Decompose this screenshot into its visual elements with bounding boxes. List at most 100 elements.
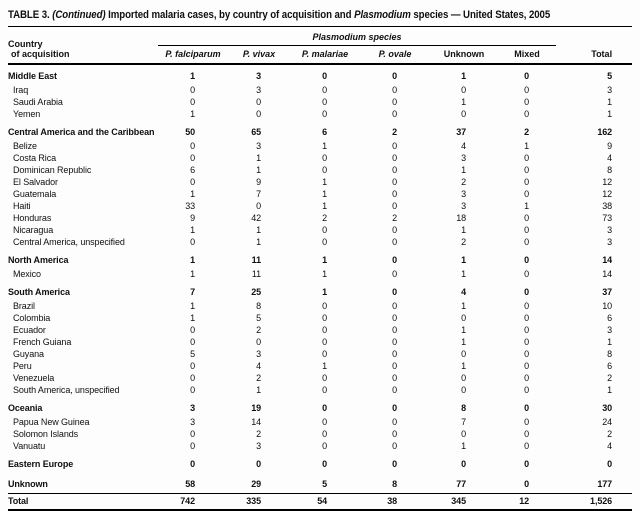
value-cell: 25 <box>251 287 261 298</box>
value-cell: 0 <box>392 97 397 108</box>
table-row: Saudi Arabia 0 0 0 0 1 0 1 <box>8 97 632 109</box>
table-row: Guyana 5 3 0 0 0 0 8 <box>8 349 632 361</box>
table-row: Middle East 1 3 0 0 1 0 5 <box>8 64 632 85</box>
country-cell: Nicaragua <box>13 225 54 236</box>
country-cell: Guyana <box>13 349 44 360</box>
value-cell: 0 <box>524 287 530 298</box>
value-cell: 0 <box>392 225 397 236</box>
country-cell: Solomon Islands <box>13 429 79 440</box>
country-cell: Colombia <box>13 313 51 324</box>
value-cell: 0 <box>322 385 327 396</box>
value-cell: 1 <box>322 141 327 152</box>
value-cell: 0 <box>392 403 397 414</box>
title-part-1: TABLE 3. <box>8 9 53 21</box>
value-cell: 0 <box>322 85 327 96</box>
country-cell: North America <box>8 255 69 266</box>
value-cell: 0 <box>392 301 397 312</box>
total-cell: 73 <box>602 213 613 224</box>
value-cell: 0 <box>524 441 530 452</box>
value-cell: 1 <box>190 225 195 236</box>
value-cell: 4 <box>461 141 466 152</box>
table-row: Mexico 1 11 1 0 1 0 14 <box>8 269 632 281</box>
value-cell: 3 <box>256 71 261 82</box>
value-cell: 1 <box>461 71 466 82</box>
value-cell: 1 <box>461 325 466 336</box>
total-cell: 0 <box>607 459 613 470</box>
column-header-country: Country of acquisition <box>8 28 158 64</box>
total-cell: 6 <box>607 361 613 372</box>
value-cell: 0 <box>322 349 327 360</box>
value-cell: 1 <box>256 225 261 236</box>
value-cell: 0 <box>256 459 261 470</box>
value-cell: 0 <box>524 403 530 414</box>
table-row: Ecuador 0 2 0 0 1 0 3 <box>8 325 632 337</box>
value-cell: 0 <box>524 109 530 120</box>
value-cell: 0 <box>524 85 530 96</box>
value-cell: 1 <box>190 269 195 280</box>
value-cell: 0 <box>392 313 397 324</box>
value-cell: 0 <box>392 269 397 280</box>
value-cell: 0 <box>322 71 327 82</box>
value-cell: 335 <box>246 495 261 506</box>
value-cell: 0 <box>392 337 397 348</box>
value-cell: 0 <box>524 337 530 348</box>
country-cell: Yemen <box>13 109 41 120</box>
total-cell: 4 <box>607 441 613 452</box>
value-cell: 9 <box>190 213 195 224</box>
value-cell: 3 <box>190 417 195 428</box>
country-cell: Costa Rica <box>13 153 57 164</box>
value-cell: 0 <box>392 85 397 96</box>
total-cell: 2 <box>607 373 613 384</box>
value-cell: 3 <box>256 441 261 452</box>
table-row: Vanuatu 0 3 0 0 1 0 4 <box>8 441 632 453</box>
value-cell: 1 <box>322 269 327 280</box>
value-cell: 0 <box>392 109 397 120</box>
value-cell: 0 <box>190 141 195 152</box>
value-cell: 18 <box>456 213 466 224</box>
table-row: Oceania 3 19 0 0 8 0 30 <box>8 397 632 417</box>
value-cell: 0 <box>392 459 397 470</box>
total-cell: 9 <box>607 141 613 152</box>
title-part-2: Imported malaria cases, by country of ac… <box>105 9 355 21</box>
total-cell: 30 <box>602 403 613 414</box>
value-cell: 1 <box>190 255 195 266</box>
value-cell: 0 <box>190 337 195 348</box>
value-cell: 1 <box>322 201 327 212</box>
value-cell: 1 <box>461 441 466 452</box>
value-cell: 0 <box>322 165 327 176</box>
value-cell: 0 <box>524 97 530 108</box>
table-row: Peru 0 4 1 0 1 0 6 <box>8 361 632 373</box>
value-cell: 11 <box>251 269 261 280</box>
country-cell: Central America, unspecified <box>13 237 125 248</box>
value-cell: 0 <box>524 373 530 384</box>
value-cell: 1 <box>461 337 466 348</box>
value-cell: 1 <box>322 287 327 298</box>
total-cell: 24 <box>602 417 613 428</box>
value-cell: 0 <box>322 325 327 336</box>
value-cell: 1 <box>322 361 327 372</box>
value-cell: 0 <box>190 361 195 372</box>
country-cell: Peru <box>13 361 32 372</box>
value-cell: 1 <box>524 141 530 152</box>
table-row: Papua New Guinea 3 14 0 0 7 0 24 <box>8 417 632 429</box>
table-row: Costa Rica 0 1 0 0 3 0 4 <box>8 153 632 165</box>
value-cell: 4 <box>461 287 466 298</box>
total-cell: 177 <box>597 479 613 490</box>
total-cell: 14 <box>602 255 613 266</box>
country-cell: Eastern Europe <box>8 459 74 470</box>
country-cell: Unknown <box>8 479 48 490</box>
value-cell: 8 <box>256 301 261 312</box>
value-cell: 0 <box>322 337 327 348</box>
value-cell: 345 <box>451 495 466 506</box>
total-cell: 12 <box>602 177 613 188</box>
value-cell: 0 <box>190 373 195 384</box>
total-cell: 37 <box>602 287 613 298</box>
value-cell: 0 <box>190 459 195 470</box>
value-cell: 1 <box>322 177 327 188</box>
value-cell: 7 <box>256 189 261 200</box>
value-cell: 0 <box>392 287 397 298</box>
total-cell: 1 <box>607 385 613 396</box>
value-cell: 3 <box>256 349 261 360</box>
table-row: Haiti 33 0 1 0 3 1 38 <box>8 201 632 213</box>
value-cell: 0 <box>461 429 466 440</box>
